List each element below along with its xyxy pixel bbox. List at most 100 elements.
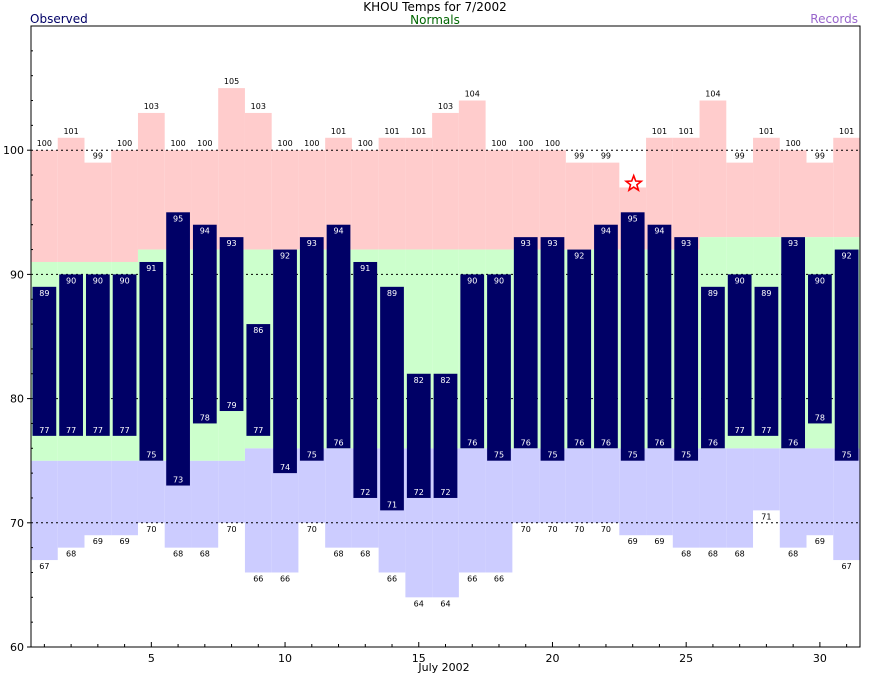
record-high-label: 100 [786, 139, 801, 148]
record-low-band [753, 448, 780, 511]
record-high-band [84, 162, 112, 262]
observed-low-label: 76 [467, 438, 477, 447]
record-low-band [672, 448, 700, 548]
observed-bar [192, 224, 217, 424]
observed-high-label: 93 [521, 239, 531, 248]
record-low-label: 68 [708, 550, 718, 559]
observed-bar [166, 212, 190, 486]
observed-low-label: 76 [574, 438, 584, 447]
record-low-band [512, 448, 540, 523]
observed-low-label: 74 [280, 463, 290, 472]
record-low-label: 69 [628, 537, 638, 546]
record-low-label: 68 [173, 550, 183, 559]
observed-low-label: 77 [761, 426, 771, 435]
observed-low-label: 76 [333, 438, 343, 447]
record-high-label: 105 [224, 77, 239, 86]
record-low-band [592, 448, 620, 523]
observed-high-label: 92 [280, 252, 290, 261]
record-high-label: 99 [93, 152, 103, 161]
observed-bar [701, 286, 725, 449]
observed-bar [594, 224, 618, 449]
record-high-label: 101 [839, 127, 854, 136]
record-high-band [137, 112, 165, 250]
y-tick-label: 60 [10, 641, 24, 654]
record-low-band [84, 460, 112, 536]
record-high-band [405, 137, 433, 250]
x-tick-label: 15 [412, 652, 426, 665]
record-low-band [137, 460, 165, 523]
observed-low-label: 77 [735, 426, 745, 435]
record-low-label: 67 [39, 562, 49, 571]
observed-high-label: 90 [66, 276, 76, 285]
record-high-label: 101 [411, 127, 426, 136]
observed-high-label: 90 [815, 276, 825, 285]
record-low-label: 69 [815, 537, 825, 546]
legend-observed: Observed [30, 12, 88, 26]
observed-bar [112, 274, 137, 436]
observed-low-label: 76 [521, 438, 531, 447]
record-low-band [458, 448, 486, 573]
observed-bar [406, 373, 431, 498]
record-high-bands [31, 88, 860, 262]
record-high-band [244, 112, 272, 250]
record-high-label: 103 [144, 102, 159, 111]
record-high-label: 100 [304, 139, 319, 148]
observed-bar [567, 249, 592, 449]
record-high-label: 99 [601, 152, 611, 161]
observed-bar [647, 224, 672, 449]
record-low-label: 70 [307, 525, 317, 534]
record-low-label: 66 [387, 574, 397, 583]
observed-low-label: 76 [654, 438, 664, 447]
record-high-band [779, 150, 807, 238]
observed-low-label: 72 [360, 488, 370, 497]
record-low-label: 68 [788, 550, 798, 559]
observed-high-label: 90 [494, 276, 504, 285]
record-low-label: 69 [654, 537, 664, 546]
observed-low-label: 75 [547, 451, 557, 460]
observed-bar [246, 324, 271, 436]
observed-high-label: 90 [735, 276, 745, 285]
record-high-band [351, 150, 379, 250]
record-high-label: 100 [170, 139, 185, 148]
record-low-label: 66 [280, 574, 290, 583]
observed-bar [674, 237, 699, 461]
observed-low-label: 75 [494, 451, 504, 460]
record-star-icon [623, 173, 644, 193]
observed-high-label: 94 [200, 227, 210, 236]
observed-bar [273, 249, 297, 474]
observed-high-label: 94 [654, 227, 664, 236]
y-tick-label: 80 [10, 393, 24, 406]
record-high-band [485, 150, 513, 250]
observed-low-label: 78 [815, 413, 825, 422]
record-high-band [672, 137, 700, 250]
record-low-label: 64 [414, 599, 424, 608]
record-low-label: 70 [146, 525, 156, 534]
record-low-label: 68 [735, 550, 745, 559]
record-low-band [31, 460, 58, 561]
record-low-label: 67 [842, 562, 852, 571]
observed-bar [727, 274, 752, 436]
y-tick-label: 70 [10, 517, 24, 530]
record-high-band [458, 100, 486, 250]
record-high-band [539, 150, 566, 250]
x-tick-label: 25 [679, 652, 693, 665]
observed-low-label: 75 [842, 451, 852, 460]
observed-low-label: 73 [173, 476, 183, 485]
record-low-label: 66 [467, 574, 477, 583]
observed-high-label: 93 [547, 239, 557, 248]
record-high-band [833, 137, 860, 238]
record-high-label: 100 [358, 139, 373, 148]
record-high-label: 99 [735, 152, 745, 161]
record-high-label: 99 [815, 152, 825, 161]
record-high-band [726, 162, 754, 238]
record-low-band [244, 448, 272, 573]
observed-bar [834, 249, 859, 461]
record-high-label: 100 [37, 139, 52, 148]
observed-low-label: 75 [146, 451, 156, 460]
observed-bar [299, 237, 324, 461]
record-high-band [111, 150, 138, 262]
x-tick-label: 30 [813, 652, 827, 665]
record-high-label: 101 [652, 127, 667, 136]
observed-bar [781, 237, 806, 449]
